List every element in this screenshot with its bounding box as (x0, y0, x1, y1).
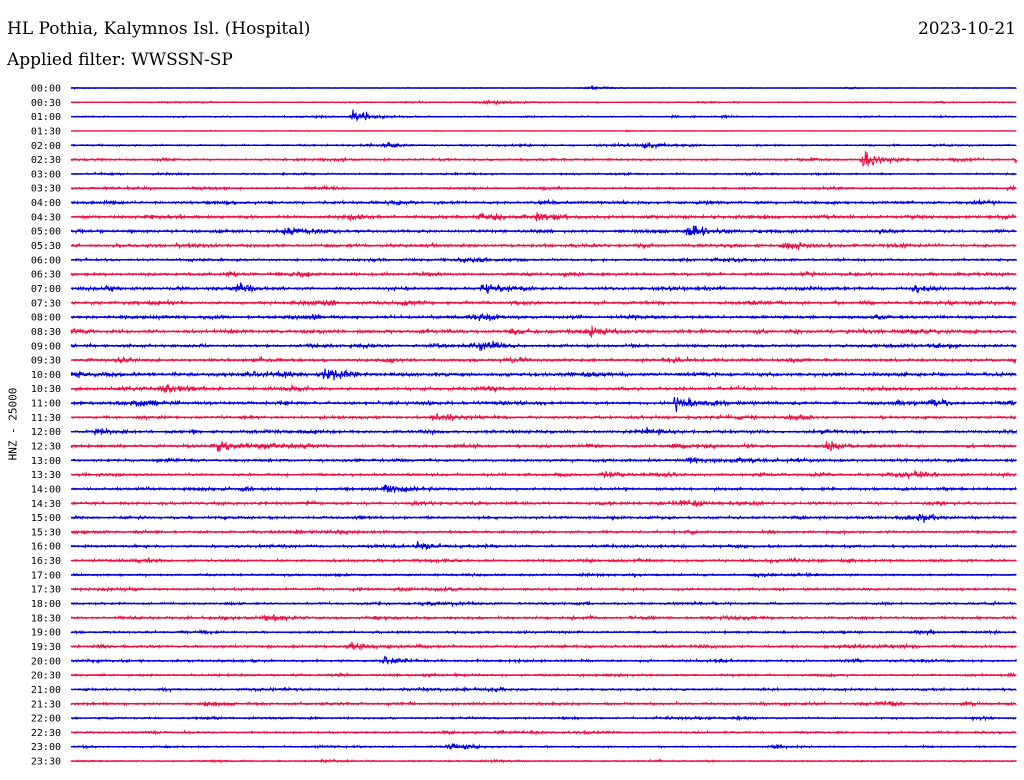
row-time-label: 20:30 (31, 671, 61, 682)
row-time-label: 17:30 (31, 585, 61, 596)
trace-line (70, 641, 1017, 652)
trace-line (70, 151, 1017, 167)
trace-line (70, 281, 1017, 294)
row-time-label: 12:00 (31, 427, 61, 438)
row-time-label: 05:30 (31, 241, 61, 252)
row-time-label: 10:30 (31, 384, 61, 395)
row-time-label: 07:30 (31, 298, 61, 309)
row-time-label: 01:00 (31, 112, 61, 123)
row-time-label: 07:00 (31, 284, 61, 295)
filter-label: Applied filter: WWSSN-SP (7, 50, 233, 70)
row-time-label: 23:30 (31, 757, 61, 768)
row-time-label: 08:00 (31, 313, 61, 324)
row-time-label: 23:00 (31, 742, 61, 753)
row-time-label: 10:00 (31, 370, 61, 381)
row-time-label: 19:00 (31, 628, 61, 639)
trace-line (70, 655, 1017, 665)
trace-line (70, 396, 1017, 413)
row-time-label: 06:30 (31, 270, 61, 281)
row-time-label: 06:00 (31, 255, 61, 266)
row-time-label: 08:30 (31, 327, 61, 338)
row-time-label: 12:30 (31, 442, 61, 453)
row-time-label: 09:00 (31, 341, 61, 352)
trace-line (70, 109, 1017, 123)
row-time-label: 21:30 (31, 699, 61, 710)
row-time-label: 13:00 (31, 456, 61, 467)
row-time-label: 16:30 (31, 556, 61, 567)
row-time-label: 22:30 (31, 728, 61, 739)
row-time-label: 09:30 (31, 356, 61, 367)
trace-line (70, 513, 1017, 524)
row-time-label: 03:00 (31, 169, 61, 180)
row-time-label: 20:00 (31, 656, 61, 667)
row-time-label: 00:30 (31, 98, 61, 109)
row-time-label: 04:30 (31, 212, 61, 223)
row-time-label: 17:00 (31, 570, 61, 581)
row-time-label: 02:00 (31, 141, 61, 152)
row-time-label: 11:00 (31, 399, 61, 410)
row-time-label: 01:30 (31, 126, 61, 137)
row-time-label: 13:30 (31, 470, 61, 481)
row-time-label: 19:30 (31, 642, 61, 653)
row-time-label: 18:30 (31, 613, 61, 624)
row-time-label: 22:00 (31, 714, 61, 725)
row-time-label: 21:00 (31, 685, 61, 696)
row-time-label: 15:00 (31, 513, 61, 524)
row-time-label: 18:00 (31, 599, 61, 610)
row-time-label: 00:00 (31, 84, 61, 95)
row-time-label: 03:30 (31, 184, 61, 195)
row-time-label: 16:00 (31, 542, 61, 553)
row-time-label: 02:30 (31, 155, 61, 166)
station-title: HL Pothia, Kalymnos Isl. (Hospital) (7, 19, 311, 39)
row-time-label: 15:30 (31, 527, 61, 538)
record-date: 2023-10-21 (917, 19, 1016, 39)
row-time-label: 14:30 (31, 499, 61, 510)
row-time-label: 05:00 (31, 227, 61, 238)
row-time-label: 11:30 (31, 413, 61, 424)
row-time-label: 14:00 (31, 484, 61, 495)
row-time-label: 04:00 (31, 198, 61, 209)
